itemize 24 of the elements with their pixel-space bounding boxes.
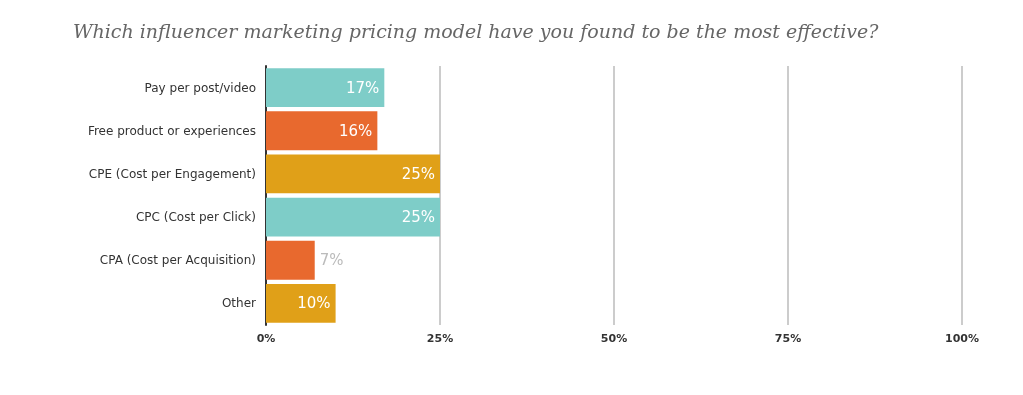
bar <box>266 111 378 151</box>
x-tick-label: 25% <box>426 332 454 345</box>
y-tick-label: CPC (Cost per Click) <box>135 210 256 225</box>
x-tick-label: 0% <box>256 332 276 345</box>
data-label: 25% <box>401 164 435 183</box>
data-label: 7% <box>319 251 344 270</box>
data-label: 16% <box>339 121 373 140</box>
bar <box>266 68 385 108</box>
x-tick-label: 75% <box>774 332 802 345</box>
y-tick-label: Other <box>221 296 257 311</box>
y-tick-label: Pay per post/video <box>144 80 256 95</box>
bar <box>266 283 336 323</box>
bar <box>266 154 440 194</box>
bar <box>266 240 315 280</box>
y-tick-label: Free product or experiences <box>87 123 256 138</box>
data-label: 17% <box>345 78 380 97</box>
y-tick-label: CPE (Cost per Engagement) <box>88 166 256 181</box>
bar <box>266 197 440 237</box>
chart-title: Which influencer marketing pricing model have you found to be the most effective? <box>73 19 880 42</box>
data-label: 25% <box>401 208 435 227</box>
x-tick-label: 100% <box>945 332 979 345</box>
x-tick-label: 50% <box>600 332 628 345</box>
y-tick-label: CPA (Cost per Acquisition) <box>99 253 256 268</box>
data-label: 10% <box>297 294 331 313</box>
